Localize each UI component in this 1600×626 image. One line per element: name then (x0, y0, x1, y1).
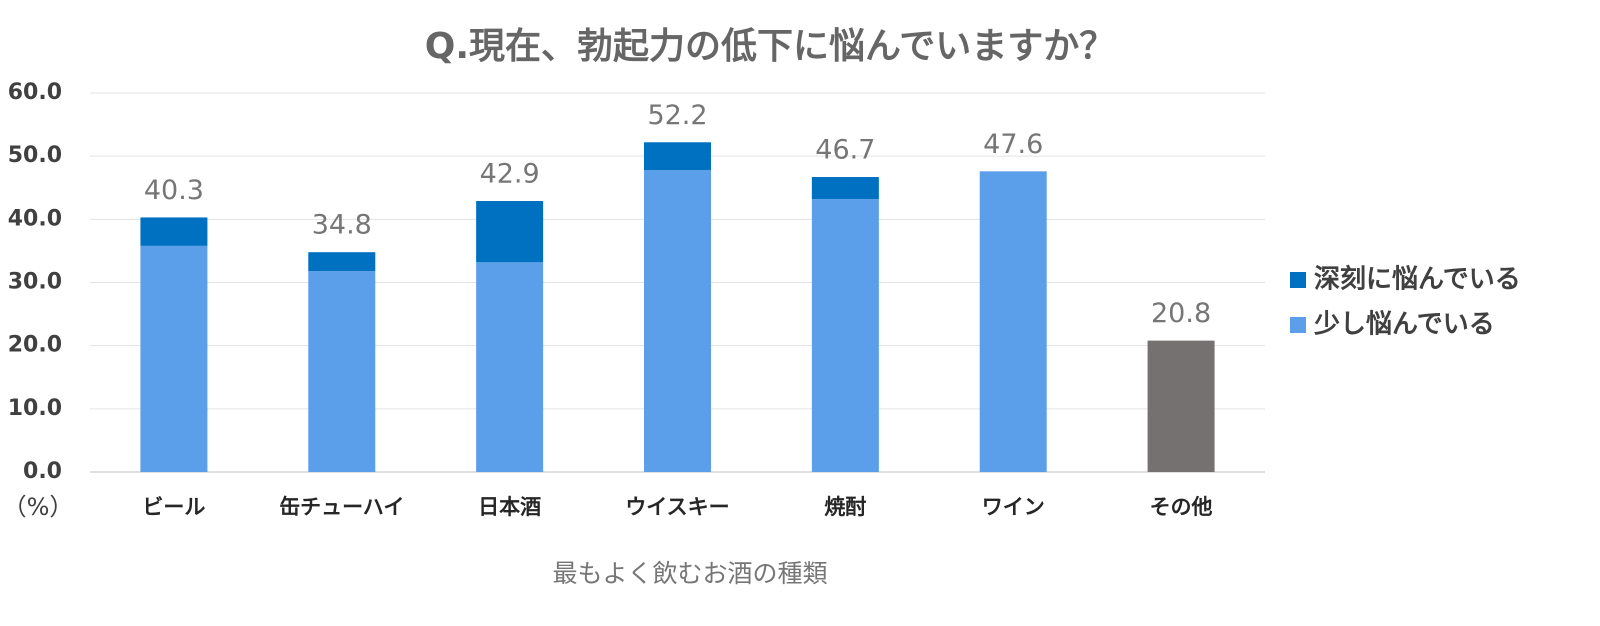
x-tick-label: その他 (1150, 495, 1213, 519)
bar-segment (644, 142, 711, 171)
bar-segment (979, 171, 1047, 472)
bar-segment (308, 271, 376, 472)
total-label: 52.2 (647, 100, 707, 131)
y-tick-label: 0.0 (23, 459, 62, 484)
bar-segment (476, 262, 544, 472)
total-label: 42.9 (480, 159, 540, 190)
total-label: 20.8 (1151, 298, 1211, 329)
legend-label: 深刻に悩んでいる (1314, 264, 1521, 295)
x-tick-label: ワイン (982, 495, 1045, 519)
total-label: 46.7 (815, 135, 875, 166)
x-tick-label: ビール (142, 495, 205, 519)
legend-label: 少し悩んでいる (1313, 310, 1495, 340)
legend-swatch (1290, 317, 1306, 333)
y-tick-label: 30.0 (8, 270, 62, 295)
x-tick-label: 缶チューハイ (279, 495, 404, 519)
x-tick-label: 日本酒 (478, 495, 541, 519)
x-tick-label: ウイスキー (625, 495, 729, 519)
bar-segment (644, 170, 711, 472)
y-tick-label: 40.0 (8, 206, 62, 231)
y-tick-label: 20.0 (8, 333, 62, 358)
x-tick-label: 焼酎 (824, 495, 866, 519)
y-tick-label: 60.0 (8, 80, 62, 105)
total-label: 40.3 (144, 175, 204, 206)
legend-swatch (1290, 272, 1306, 288)
bar-segment (476, 201, 544, 263)
total-label: 47.6 (983, 129, 1043, 160)
y-axis-unit: （%） (3, 493, 74, 521)
bar-segment (1147, 340, 1215, 472)
bar-segment (308, 252, 376, 272)
bar-segment (811, 199, 879, 472)
bar-segment (140, 217, 208, 246)
x-axis-title: 最もよく飲むお酒の種類 (552, 559, 827, 588)
y-tick-label: 50.0 (8, 143, 62, 168)
total-label: 34.8 (312, 210, 372, 241)
bar-segment (140, 245, 208, 472)
bar-segment (811, 177, 879, 200)
chart-title: Q.現在、勃起力の低下に悩んでいますか？ (425, 26, 1115, 67)
y-tick-label: 10.0 (8, 396, 62, 421)
